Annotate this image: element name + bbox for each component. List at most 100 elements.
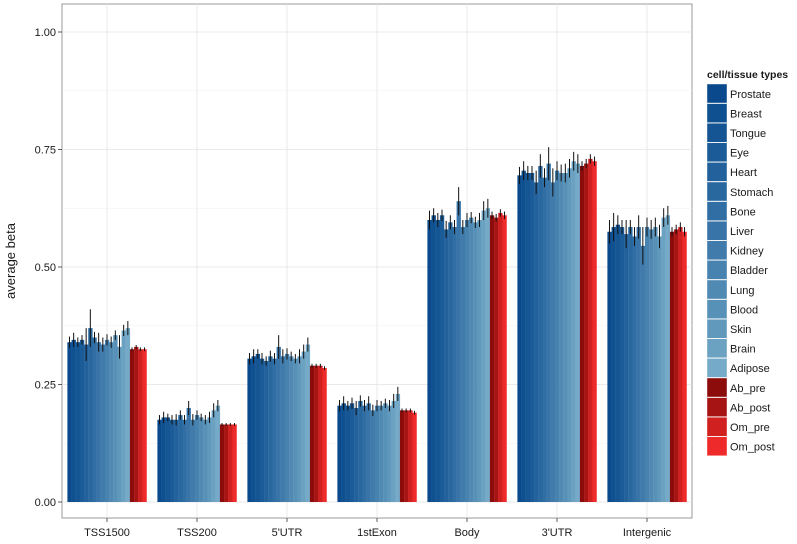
bar [337, 405, 342, 502]
bar [165, 417, 171, 502]
bar [142, 349, 147, 502]
legend-key [706, 417, 728, 437]
x-tick-label: Intergenic [623, 527, 672, 539]
bar [219, 424, 225, 502]
bar [498, 212, 503, 502]
bar [456, 201, 461, 502]
bar [469, 217, 474, 502]
bar [571, 161, 576, 502]
bar [427, 220, 432, 502]
bar [309, 365, 315, 502]
bar [485, 208, 491, 502]
bar [349, 403, 355, 502]
bar [550, 182, 556, 502]
bar [379, 405, 384, 502]
bar [322, 368, 327, 502]
bar [517, 175, 522, 502]
bar [473, 222, 478, 502]
bar [366, 403, 371, 502]
legend-label: Heart [730, 167, 757, 179]
bar [161, 417, 166, 502]
legend-label: Bladder [730, 265, 768, 277]
x-tick-label: 1stExon [357, 527, 397, 539]
bar [121, 330, 126, 502]
bar [653, 227, 658, 503]
legend-title: cell/tissue types [707, 69, 788, 81]
bar [232, 424, 237, 502]
bar [431, 215, 436, 503]
bar [134, 346, 139, 502]
x-tick-label: 5'UTR [272, 527, 303, 539]
legend-key [706, 181, 728, 202]
bar [186, 408, 191, 502]
bar [542, 177, 547, 502]
x-tick-label: Body [454, 527, 480, 539]
bar [559, 173, 564, 502]
legend-label: Blood [730, 304, 758, 316]
bar [138, 349, 143, 502]
bar [502, 215, 507, 503]
bar [272, 358, 277, 502]
legend-label: Eye [730, 148, 749, 160]
bar [521, 170, 526, 502]
bar [113, 335, 118, 502]
legend-key [706, 299, 728, 319]
legend-label: Ab_post [730, 402, 770, 414]
y-axis-title: average beta [3, 222, 18, 299]
bar [619, 227, 625, 503]
legend-label: Liver [730, 226, 754, 238]
bar [404, 410, 409, 502]
bar [104, 339, 110, 502]
bar [305, 344, 311, 502]
bar [71, 339, 76, 502]
bar [345, 405, 351, 502]
bar [169, 419, 175, 502]
legend-label: Kidney [730, 246, 764, 258]
y-tick-label: 1.00 [35, 27, 56, 39]
bar [607, 231, 612, 502]
bar [387, 405, 392, 502]
bar [632, 236, 637, 502]
bar [649, 229, 654, 502]
bar [567, 168, 572, 503]
bar [575, 163, 581, 502]
bar [276, 346, 281, 502]
bar [199, 417, 204, 502]
bar [264, 361, 269, 502]
bar [354, 408, 359, 502]
bar [280, 356, 286, 502]
bar [96, 342, 101, 502]
bar [314, 365, 319, 502]
bar [251, 356, 256, 502]
bar [109, 342, 114, 502]
bar [588, 158, 593, 502]
bar [362, 405, 367, 502]
bar [301, 351, 306, 502]
y-axis: 0.00 0.25 0.50 0.75 1.00 [35, 27, 62, 509]
legend-label: Tongue [730, 128, 766, 140]
bar [88, 328, 93, 502]
bar [563, 173, 568, 502]
bar [100, 344, 106, 502]
y-tick-label: 0.25 [35, 380, 56, 392]
bar [157, 419, 162, 502]
bar [228, 424, 233, 502]
legend-key [706, 240, 728, 261]
bar [669, 231, 675, 502]
legend-key [706, 162, 728, 182]
legend-label: Stomach [730, 187, 773, 199]
x-tick-label: TSS1500 [84, 527, 130, 539]
bar [297, 356, 302, 502]
x-axis: TSS1500 TSS200 5'UTR 1stExon Body 3'UTR Interg… [84, 518, 672, 539]
bar [284, 353, 290, 502]
bar [125, 328, 131, 502]
legend-label: Ab_pre [730, 383, 765, 395]
error-bars [68, 147, 686, 426]
bar [452, 227, 457, 503]
bar [554, 170, 560, 502]
bar [84, 344, 89, 502]
bar [92, 337, 97, 502]
bar [174, 419, 179, 502]
bar [178, 415, 183, 502]
bar [412, 412, 417, 502]
